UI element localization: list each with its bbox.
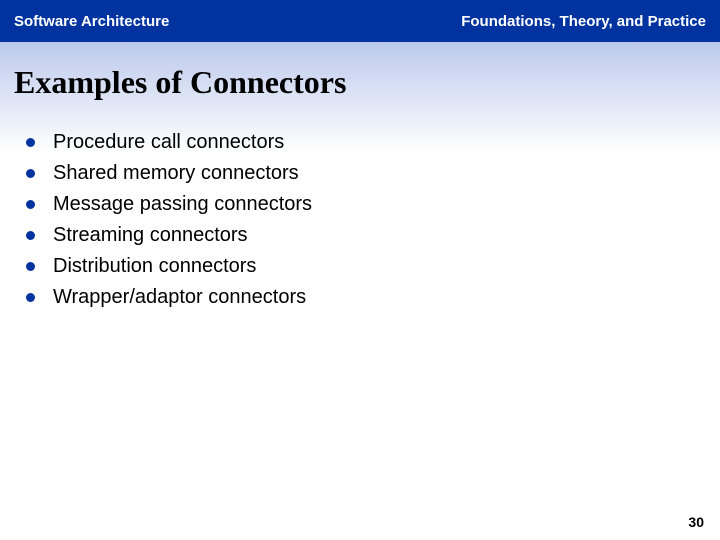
bullet-text: Shared memory connectors [53,162,299,185]
bullet-icon [26,231,35,240]
header-right-text: Foundations, Theory, and Practice [461,13,706,30]
bullet-icon [26,262,35,271]
list-item: Shared memory connectors [26,162,720,185]
bullet-icon [26,138,35,147]
page-number: 30 [688,514,704,530]
list-item: Message passing connectors [26,193,720,216]
list-item: Distribution connectors [26,255,720,278]
bullet-list: Procedure call connectors Shared memory … [0,101,720,309]
header-left-text: Software Architecture [14,13,169,30]
bullet-text: Distribution connectors [53,255,256,278]
list-item: Streaming connectors [26,224,720,247]
bullet-text: Message passing connectors [53,193,312,216]
bullet-icon [26,169,35,178]
bullet-text: Wrapper/adaptor connectors [53,286,306,309]
bullet-text: Streaming connectors [53,224,248,247]
list-item: Procedure call connectors [26,131,720,154]
list-item: Wrapper/adaptor connectors [26,286,720,309]
bullet-text: Procedure call connectors [53,131,284,154]
bullet-icon [26,200,35,209]
slide-title: Examples of Connectors [0,42,720,101]
slide-header: Software Architecture Foundations, Theor… [0,0,720,42]
bullet-icon [26,293,35,302]
